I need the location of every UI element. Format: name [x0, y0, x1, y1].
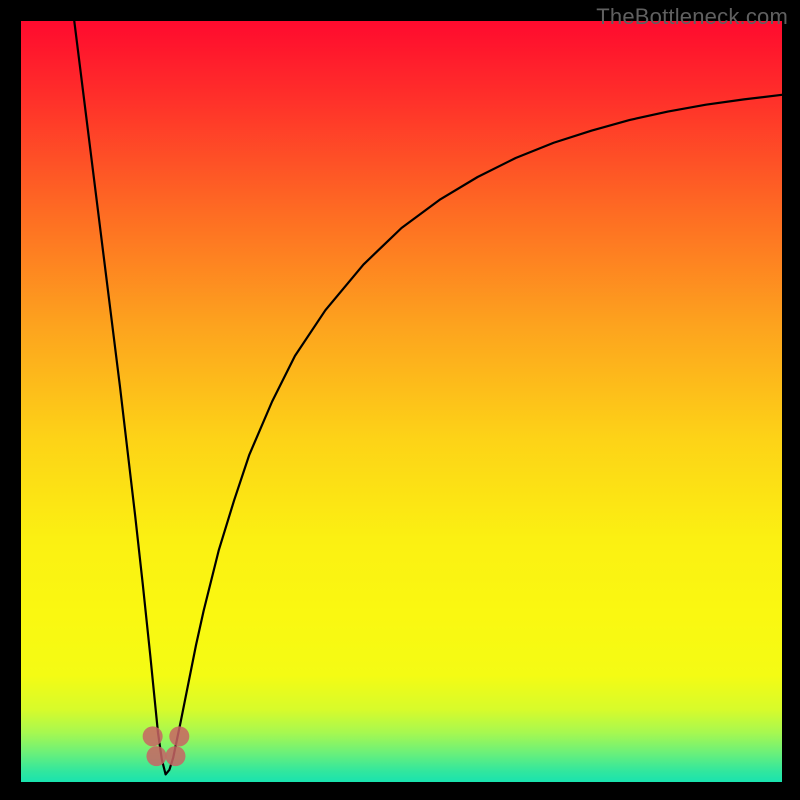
minimum-marker [146, 746, 166, 766]
minimum-marker [169, 726, 189, 746]
watermark-text: TheBottleneck.com [596, 4, 788, 30]
minimum-marker [165, 746, 185, 766]
plot-background [21, 21, 782, 782]
chart-svg [0, 0, 800, 800]
bottleneck-chart: TheBottleneck.com [0, 0, 800, 800]
minimum-marker [143, 726, 163, 746]
